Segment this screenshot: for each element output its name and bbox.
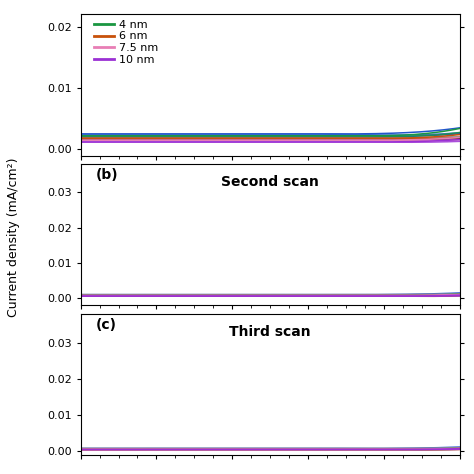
Text: (c): (c) — [96, 318, 117, 332]
Text: Current density (mA/cm²): Current density (mA/cm²) — [7, 157, 20, 317]
Text: Second scan: Second scan — [221, 175, 319, 189]
Text: (b): (b) — [96, 168, 118, 182]
Legend: 4 nm, 6 nm, 7.5 nm, 10 nm: 4 nm, 6 nm, 7.5 nm, 10 nm — [94, 20, 158, 65]
Text: Third scan: Third scan — [229, 325, 311, 339]
